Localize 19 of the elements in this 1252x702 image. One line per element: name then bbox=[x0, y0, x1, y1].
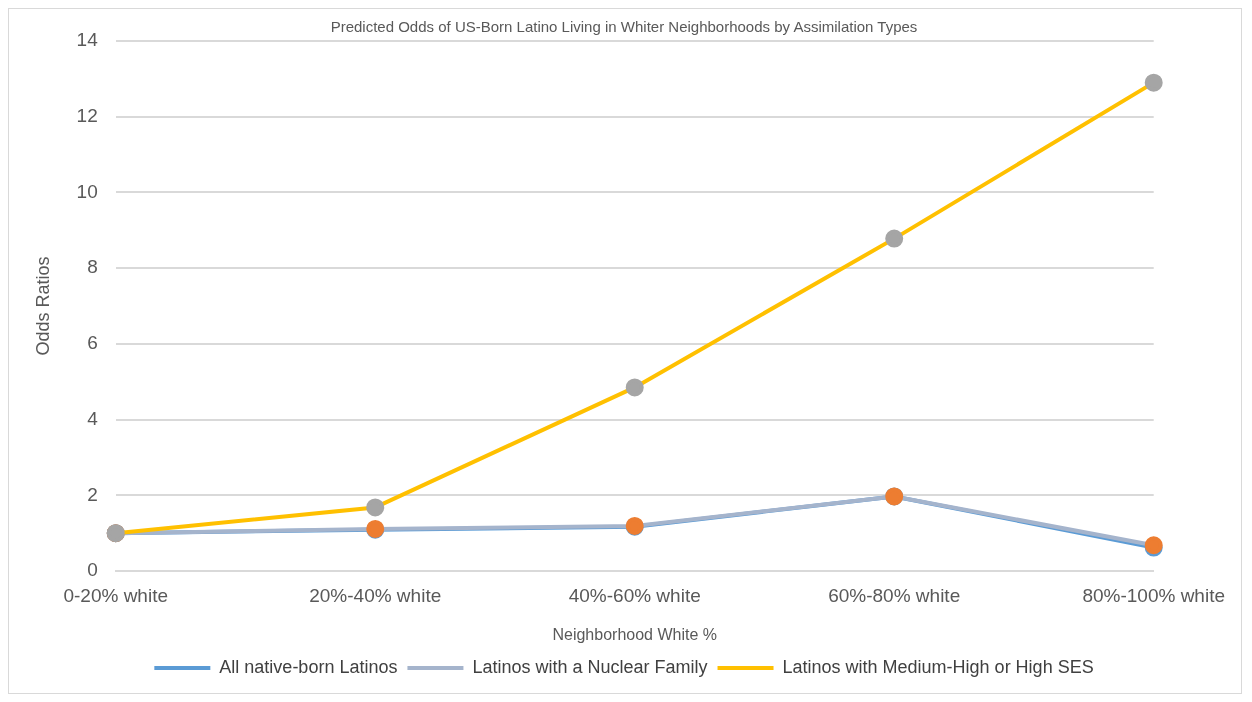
x-tick-label: 20%-40% white bbox=[309, 584, 442, 606]
legend-label: Latinos with a Nuclear Family bbox=[472, 656, 708, 677]
y-axis-title: Odds Ratios bbox=[32, 256, 53, 356]
y-tick-label: 12 bbox=[76, 104, 98, 126]
x-axis-title: Neighborhood White % bbox=[552, 625, 717, 643]
x-tick-label: 60%-80% white bbox=[828, 584, 961, 606]
y-tick-label: 2 bbox=[87, 483, 98, 505]
x-tick-label: 40%-60% white bbox=[568, 584, 701, 606]
x-tick-label: 80%-100% white bbox=[1082, 584, 1226, 606]
y-tick-label: 10 bbox=[76, 180, 98, 202]
y-tick-label: 14 bbox=[76, 29, 99, 51]
legend-label: All native-born Latinos bbox=[219, 656, 398, 677]
y-tick-label: 6 bbox=[87, 332, 98, 354]
legend-label: Latinos with Medium-High or High SES bbox=[782, 656, 1094, 677]
y-tick-label: 4 bbox=[87, 407, 99, 429]
y-tick-label: 8 bbox=[87, 256, 98, 278]
chart-title: Predicted Odds of US-Born Latino Living in Whiter Neighborhoods by Assimilation Types bbox=[330, 18, 918, 36]
y-tick-label: 0 bbox=[87, 559, 98, 581]
x-tick-label: 0-20% white bbox=[63, 584, 169, 606]
